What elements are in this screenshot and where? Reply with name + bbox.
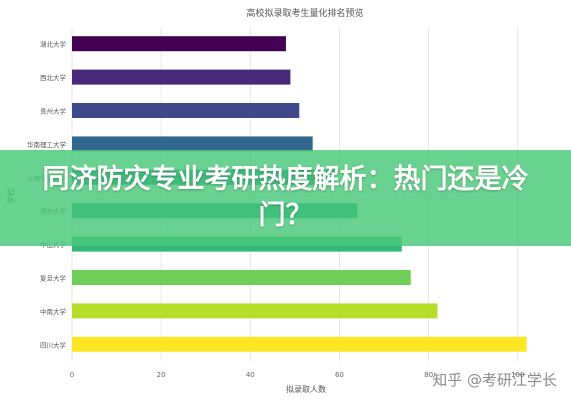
- x-tick-label-2: 40: [246, 371, 255, 379]
- bar-8: [72, 303, 438, 319]
- category-label-3: 华南理工大学: [27, 140, 67, 149]
- bar-1: [72, 69, 291, 85]
- category-label-2: 贵州大学: [40, 107, 67, 116]
- category-label-1: 西北大学: [40, 73, 67, 82]
- bar-7: [72, 270, 411, 285]
- category-label-0: 湖北大学: [40, 40, 67, 49]
- article-title-banner: 同济防灾专业考研热度解析：热门还是冷门？: [0, 150, 571, 246]
- bar-9: [72, 336, 527, 352]
- x-tick-label-0: 0: [70, 371, 74, 379]
- x-tick-label-4: 80: [424, 371, 433, 379]
- x-axis-label: 拟录取人数: [286, 384, 326, 394]
- x-tick-label-5: 100: [511, 371, 524, 379]
- category-label-9: 四川大学: [40, 340, 67, 349]
- category-label-7: 复旦大学: [40, 274, 67, 283]
- watermark: 知乎 @考研江学长: [432, 371, 557, 389]
- article-title: 同济防灾专业考研热度解析：热门还是冷门？: [42, 164, 529, 231]
- category-label-8: 中南大学: [40, 307, 67, 316]
- bar-2: [72, 103, 300, 118]
- chart-title: 高校拟录取考生量化排名预览: [246, 7, 363, 19]
- x-tick-label-3: 60: [335, 371, 344, 379]
- bar-0: [72, 36, 286, 52]
- x-tick-label-1: 20: [157, 371, 166, 379]
- x-tick-labels: 0 20 40 60 80 100: [70, 371, 525, 379]
- bar-3: [72, 136, 313, 152]
